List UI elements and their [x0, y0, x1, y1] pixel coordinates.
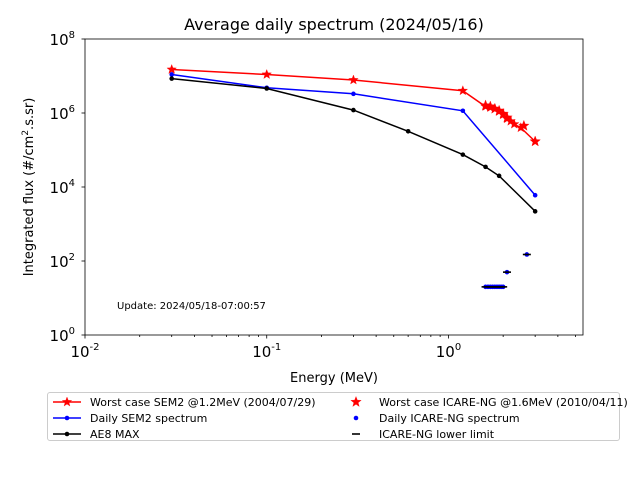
legend: Worst case SEM2 @1.2MeV (2004/07/29) Wors…	[47, 392, 628, 442]
y-tick-label: 108	[50, 30, 75, 49]
legend-swatch	[353, 415, 359, 421]
series-line	[171, 77, 536, 212]
legend-item: Worst case ICARE-NG @1.6MeV (2010/04/11)	[341, 394, 628, 410]
data-point	[457, 85, 469, 96]
y-axis-label: Integrated flux (#/cm2.s.sr)	[21, 98, 37, 277]
legend-swatch	[350, 396, 362, 407]
legend-swatch	[53, 431, 81, 437]
series-2	[169, 76, 538, 214]
data-point	[169, 72, 175, 77]
data-point	[529, 135, 541, 147]
x-axis-label: Energy (MeV)	[290, 371, 378, 386]
plot-frame	[84, 38, 584, 336]
data-point	[264, 86, 270, 91]
data-point	[496, 173, 502, 179]
data-point	[166, 64, 177, 74]
axes-frame	[84, 38, 584, 336]
series-4	[483, 252, 530, 290]
series-1	[169, 72, 538, 198]
legend-item: Daily ICARE-NG spectrum	[341, 410, 520, 426]
data-point	[483, 164, 488, 170]
legend-swatch	[352, 433, 360, 435]
legend-label: Daily SEM2 spectrum	[90, 411, 208, 425]
legend-item: AE8 MAX	[52, 426, 140, 442]
series-layer	[166, 64, 541, 290]
data-point	[460, 152, 466, 157]
data-point	[405, 129, 411, 134]
legend-swatch-marker	[64, 431, 70, 437]
legend-label: Daily ICARE-NG spectrum	[379, 411, 520, 425]
legend-label: Worst case SEM2 @1.2MeV (2004/07/29)	[90, 395, 316, 409]
data-point	[460, 108, 466, 114]
series-3	[479, 99, 541, 147]
legend-swatch-marker	[350, 396, 362, 407]
chart-title: Average daily spectrum (2024/05/16)	[184, 15, 484, 34]
legend-label: ICARE-NG lower limit	[379, 427, 495, 441]
legend-item: Worst case SEM2 @1.2MeV (2004/07/29)	[52, 394, 315, 410]
legend-swatch	[53, 415, 81, 421]
legend-swatch-marker	[64, 415, 70, 421]
legend-swatch-marker	[61, 396, 73, 407]
data-point	[351, 91, 356, 97]
legend-label: AE8 MAX	[90, 427, 140, 441]
legend-item: ICARE-NG lower limit	[341, 426, 494, 442]
series-5	[481, 253, 531, 288]
x-tick-label: 10-2	[70, 342, 99, 361]
data-point	[518, 119, 530, 131]
tick-labels: 10-2 10-1 100 100 102 104 106 108	[50, 30, 576, 361]
legend-label: Worst case ICARE-NG @1.6MeV (2010/04/11)	[379, 395, 628, 409]
x-tick-label: 100	[436, 342, 461, 361]
data-point	[509, 118, 520, 129]
update-annotation: Update: 2024/05/18-07:00:57	[117, 301, 266, 312]
x-tick-label: 10-1	[252, 342, 281, 361]
y-tick-label: 100	[50, 326, 75, 345]
data-point	[261, 69, 272, 79]
legend-swatch-marker	[353, 415, 359, 421]
legend-item: Daily SEM2 spectrum	[52, 410, 207, 426]
data-point	[351, 107, 356, 113]
data-point	[348, 74, 359, 85]
y-tick-label: 106	[50, 104, 75, 123]
data-point	[532, 192, 538, 198]
y-tick-label: 102	[50, 252, 75, 271]
data-point	[532, 209, 538, 214]
y-tick-label: 104	[50, 178, 75, 197]
data-point	[169, 76, 175, 81]
data-point	[501, 111, 513, 123]
legend-swatch	[53, 396, 81, 407]
